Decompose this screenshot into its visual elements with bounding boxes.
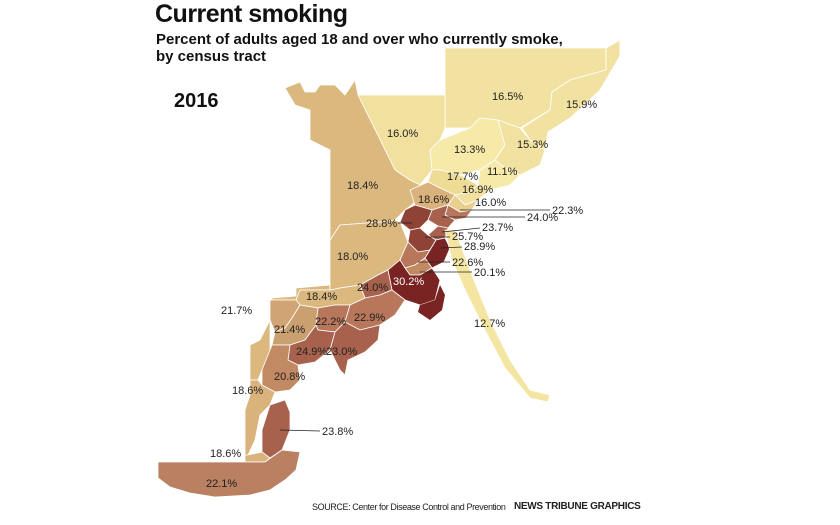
label-25-7: 25.7% xyxy=(452,231,483,243)
label-22-6: 22.6% xyxy=(452,257,483,269)
label-22-9: 22.9% xyxy=(354,312,385,324)
harbor-piers xyxy=(418,285,445,320)
label-15-9: 15.9% xyxy=(566,99,597,111)
tract-15-3 xyxy=(494,119,546,176)
label-16-0-north: 16.0% xyxy=(387,128,418,140)
leader-lines xyxy=(279,209,550,432)
label-13-3: 13.3% xyxy=(454,144,485,156)
map-title: Current smoking xyxy=(155,0,348,28)
tract-12-7 xyxy=(444,229,551,403)
label-18-6-southwest: 18.6% xyxy=(210,448,241,460)
year-label: 2016 xyxy=(174,90,219,112)
source-note: SOURCE: Center for Disease Control and P… xyxy=(312,502,506,512)
label-15-3: 15.3% xyxy=(517,139,548,151)
label-28-9: 28.9% xyxy=(464,241,495,253)
label-16-9: 16.9% xyxy=(462,184,493,196)
tract-24-0-east xyxy=(427,204,456,229)
label-12-7: 12.7% xyxy=(474,318,505,330)
label-23-7: 23.7% xyxy=(482,222,513,234)
label-18-6-central: 18.6% xyxy=(418,194,449,206)
label-23-8: 23.8% xyxy=(322,426,353,438)
label-21-4: 21.4% xyxy=(274,324,305,336)
tract-20-8 xyxy=(261,344,301,393)
label-30-2: 30.2% xyxy=(393,276,424,288)
label-22-2: 22.2% xyxy=(315,316,346,328)
label-20-1: 20.1% xyxy=(474,267,505,279)
label-18-4-west: 18.4% xyxy=(347,180,378,192)
label-24-0-west: 24.0% xyxy=(357,282,388,294)
label-16-5: 16.5% xyxy=(492,91,523,103)
tract-23-0 xyxy=(329,321,381,376)
label-24-0-east: 24.0% xyxy=(527,212,558,224)
label-23-0: 23.0% xyxy=(326,346,357,358)
tract-18-6-south xyxy=(244,379,276,456)
label-22-1: 22.1% xyxy=(206,478,237,490)
label-16-0-central: 16.0% xyxy=(475,197,506,209)
map-subtitle: Percent of adults aged 18 and over who c… xyxy=(156,31,563,65)
label-18-4-south: 18.4% xyxy=(306,291,337,303)
label-21-7: 21.7% xyxy=(221,305,252,317)
label-11-1: 11.1% xyxy=(487,166,518,178)
label-17-7: 17.7% xyxy=(447,171,478,183)
label-24-9: 24.9% xyxy=(296,346,327,358)
label-18-6-south: 18.6% xyxy=(232,385,263,397)
tract-22-1 xyxy=(157,449,301,498)
label-22-3: 22.3% xyxy=(552,205,583,217)
label-28-8: 28.8% xyxy=(366,218,397,230)
graphics-credit: NEWS TRIBUNE GRAPHICS xyxy=(514,501,641,512)
label-20-8: 20.8% xyxy=(274,371,305,383)
label-18-0: 18.0% xyxy=(337,251,368,263)
